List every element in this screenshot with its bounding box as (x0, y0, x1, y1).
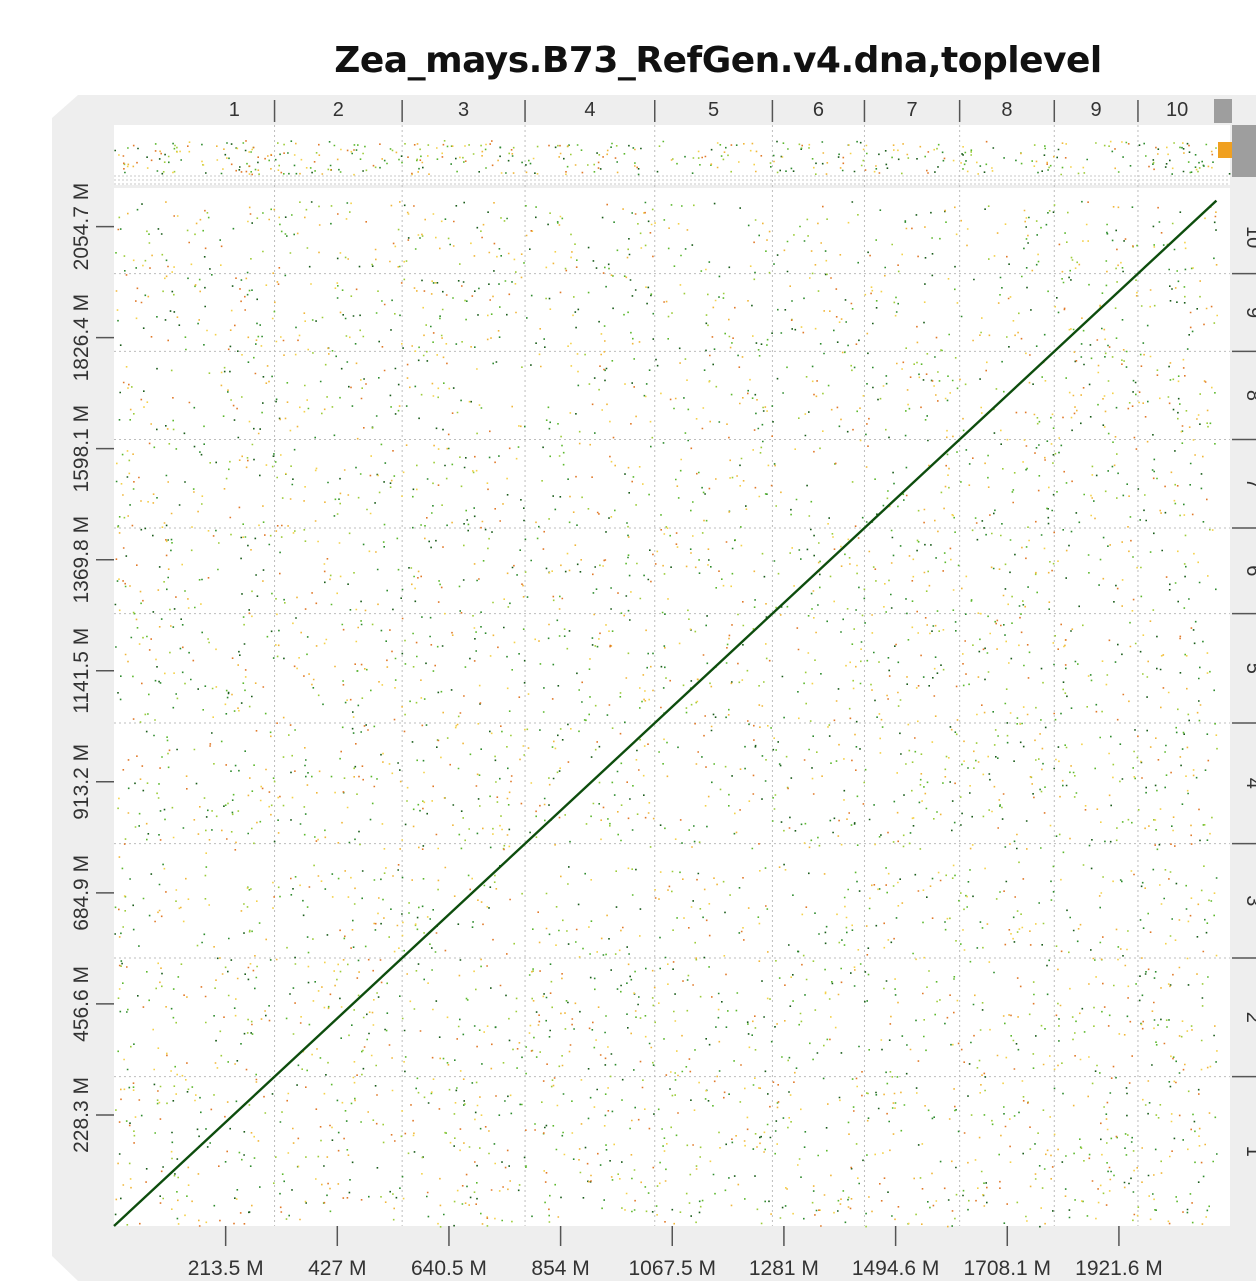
y-tick-label: 456.6 M (70, 966, 93, 1042)
chromosome-label-y: 3 (1242, 895, 1256, 906)
x-tick-label: 1067.5 M (628, 1257, 716, 1280)
y-tick-label: 684.9 M (70, 855, 93, 931)
chromosome-label-x: 8 (1001, 99, 1012, 121)
chromosome-label-y: 1 (1242, 1146, 1256, 1157)
y-tick-label: 1598.1 M (70, 405, 93, 493)
y-axis: 228.3 M 456.6 M 684.9 M 913.2 M 1141.5 M 1369… (70, 183, 114, 1153)
diagonal-layer (113, 199, 1218, 1227)
minimap[interactable] (1214, 99, 1256, 177)
chromosome-label-x: 2 (333, 99, 344, 121)
x-tick-label: 427 M (308, 1257, 366, 1280)
right-chromosome-labels: 1 2 3 4 5 6 7 8 9 10 (1232, 226, 1256, 1157)
chromosome-label-y: 6 (1242, 565, 1256, 576)
x-tick-label: 1494.6 M (852, 1257, 940, 1280)
y-tick-label: 1826.4 M (70, 294, 93, 382)
chromosome-label-y: 7 (1242, 478, 1256, 489)
y-tick-label: 913.2 M (70, 744, 93, 820)
y-tick-label: 228.3 M (70, 1077, 93, 1153)
top-chromosome-labels: 1 2 3 4 5 6 7 8 9 10 (229, 99, 1188, 122)
x-tick-label: 854 M (531, 1257, 589, 1280)
chromosome-label-x: 9 (1091, 99, 1102, 121)
chromosome-label-y: 4 (1242, 778, 1256, 789)
chromosome-label-x: 6 (813, 99, 824, 121)
minimap-handle-top (1214, 99, 1232, 123)
chromosome-label-y: 8 (1242, 390, 1256, 401)
y-tick-label: 1141.5 M (70, 628, 93, 714)
chromosome-label-y: 9 (1242, 307, 1256, 318)
x-tick-label: 640.5 M (411, 1257, 487, 1280)
chart-title: Zea_mays.B73_RefGen.v4.dna,toplevel (334, 40, 1102, 81)
chromosome-label-x: 1 (229, 99, 240, 121)
grid-lines (114, 125, 1230, 1226)
y-tick-label: 2054.7 M (70, 183, 93, 271)
minimap-marker (1218, 142, 1232, 158)
x-tick-label: 1281 M (749, 1257, 819, 1280)
chromosome-label-x: 7 (906, 99, 917, 121)
x-tick-label: 213.5 M (188, 1257, 264, 1280)
y-tick-label: 1369.8 M (70, 516, 93, 604)
chromosome-label-y: 2 (1242, 1012, 1256, 1023)
chromosome-label-y: 10 (1242, 226, 1256, 248)
chromosome-label-x: 4 (584, 99, 595, 121)
diagonal-line (113, 199, 1218, 1227)
x-tick-label: 1708.1 M (963, 1257, 1051, 1280)
chromosome-label-y: 5 (1242, 663, 1256, 674)
chromosome-label-x: 10 (1166, 99, 1188, 121)
chromosome-label-x: 3 (458, 99, 469, 121)
x-axis: 213.5 M 427 M 640.5 M 854 M 1067.5 M 1281 M 14… (188, 1226, 1163, 1280)
minimap-handle-right (1232, 125, 1256, 177)
x-tick-label: 1921.6 M (1075, 1257, 1163, 1280)
chromosome-label-x: 5 (708, 99, 719, 121)
